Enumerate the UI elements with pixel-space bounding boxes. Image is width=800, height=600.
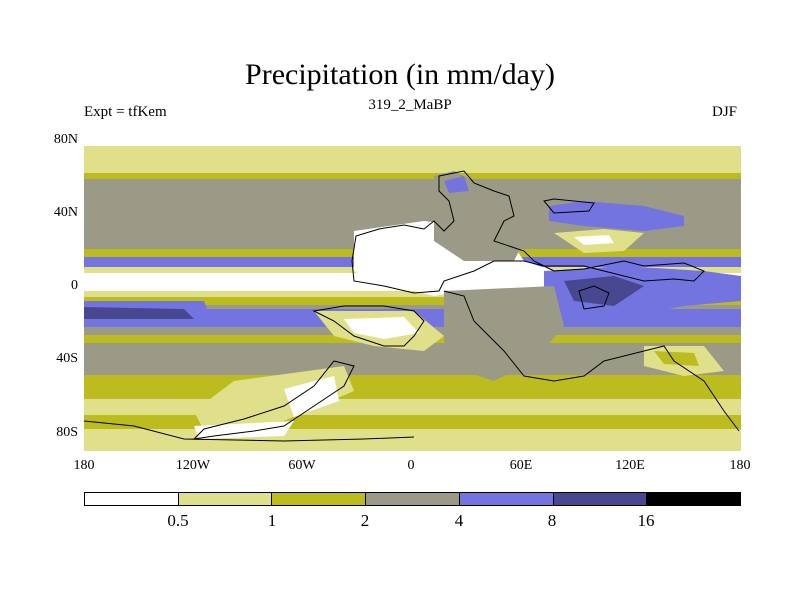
colorbar-label-4: 4: [454, 511, 464, 530]
xtick-180e: 180: [729, 458, 751, 473]
colorbar-box: [271, 492, 367, 506]
asia-wet-patch: [549, 201, 684, 231]
run-label: 319_2_MaBP: [368, 97, 452, 113]
colorbar-label-2: 2: [360, 511, 370, 530]
colorbar: [84, 492, 741, 506]
ytick-0: 0: [71, 278, 78, 293]
colorbar-label-8: 8: [547, 511, 557, 530]
colorbar-label-0.5: 0.5: [167, 511, 189, 530]
colorbar-label-1: 1: [267, 511, 277, 530]
map-canvas: [84, 121, 741, 451]
africa-south-gray: [444, 286, 564, 381]
ytick-40N: 40N: [53, 205, 78, 220]
xtick-60W: 60W: [288, 458, 316, 473]
colorbar-box: [646, 492, 741, 506]
xtick-0: 0: [407, 458, 415, 473]
ytick-80N: 80N: [53, 132, 78, 147]
colorbar-box: [552, 492, 648, 506]
coastlines: [84, 170, 740, 442]
colorbar-box: [177, 492, 273, 506]
experiment-label: Expt = tfKem: [84, 104, 167, 120]
colorbar-box: [84, 492, 179, 506]
ytick-40S: 40S: [56, 351, 78, 366]
ytick-80S: 80S: [56, 425, 78, 440]
xtick-120W: 120W: [175, 458, 211, 473]
colorbar-box: [458, 492, 554, 506]
xtick-180w: 180: [73, 458, 95, 473]
plot-title: Precipitation (in mm/day): [245, 58, 555, 91]
xtick-120E: 120E: [615, 458, 645, 473]
colorbar-box: [365, 492, 460, 506]
precipitation-map: [84, 121, 741, 451]
xtick-60E: 60E: [509, 458, 533, 473]
season-label: DJF: [712, 104, 738, 120]
mid-lat-light-band: [84, 146, 741, 176]
south-america-dry: [344, 317, 419, 339]
colorbar-label-16: 16: [637, 511, 655, 530]
